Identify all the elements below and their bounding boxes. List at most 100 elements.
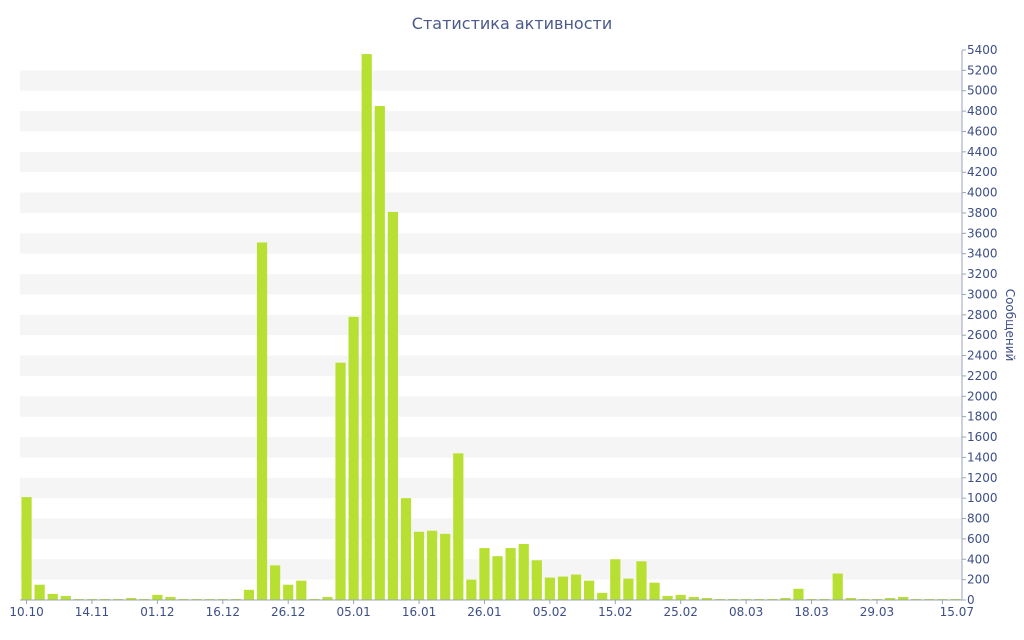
y-tick-label: 2000 <box>967 389 998 403</box>
y-tick-label: 5000 <box>967 84 998 98</box>
bar <box>531 560 542 600</box>
bar <box>322 596 333 600</box>
bar <box>34 584 45 600</box>
y-tick-label: 1400 <box>967 450 998 464</box>
bar <box>204 598 215 600</box>
y-axis-title: Сообщений <box>1003 289 1017 362</box>
y-tick-label: 3800 <box>967 206 998 220</box>
bar <box>858 598 869 600</box>
x-tick-label: 10.10 <box>9 605 43 619</box>
bar <box>21 497 32 600</box>
y-tick-label: 2200 <box>967 369 998 383</box>
grid-band <box>20 70 962 91</box>
grid-band <box>20 396 962 417</box>
y-tick-label: 5200 <box>967 63 998 77</box>
bar <box>152 594 163 600</box>
x-tick-label: 26.01 <box>467 605 501 619</box>
grid-band <box>20 518 962 539</box>
bar <box>492 556 503 600</box>
x-tick-label: 01.12 <box>140 605 174 619</box>
bar <box>557 576 569 600</box>
x-tick-label: 05.02 <box>533 605 567 619</box>
bar <box>688 596 699 600</box>
bar <box>832 573 843 600</box>
x-tick-label: 15.02 <box>598 605 632 619</box>
grid-band <box>20 477 962 499</box>
grid-band <box>20 355 962 376</box>
bar <box>178 598 189 600</box>
grid-band <box>20 274 962 295</box>
bar <box>714 598 726 600</box>
bar <box>780 597 791 600</box>
y-tick-label: 2600 <box>967 328 998 342</box>
x-tick-label: 16.01 <box>402 605 436 619</box>
y-tick-label: 1600 <box>967 430 998 444</box>
bar <box>270 565 281 600</box>
y-tick-label: 4400 <box>967 145 998 159</box>
bar <box>165 596 176 600</box>
bar <box>283 584 294 600</box>
bar <box>937 598 948 600</box>
y-tick-label: 3600 <box>967 226 998 240</box>
bar <box>754 598 765 600</box>
grid-band <box>20 192 962 213</box>
bar <box>727 598 739 600</box>
bar <box>400 498 412 600</box>
y-tick-label: 400 <box>967 552 990 566</box>
grid-band <box>20 559 962 580</box>
bar <box>139 598 150 600</box>
bar <box>47 593 58 600</box>
grid-band <box>20 233 962 254</box>
x-tick-label: 15.07 <box>940 605 974 619</box>
x-tick-label: 25.02 <box>664 605 698 619</box>
bar <box>453 453 464 600</box>
bar <box>675 594 686 600</box>
bar <box>113 598 124 600</box>
bar <box>544 577 555 600</box>
bar <box>479 548 490 600</box>
bar <box>256 242 268 600</box>
grid-band <box>20 151 962 173</box>
bar <box>871 598 883 600</box>
bar <box>243 589 255 600</box>
y-tick-label: 200 <box>967 573 990 587</box>
bar <box>819 598 830 600</box>
bar <box>387 211 398 600</box>
bar <box>597 592 608 600</box>
y-tick-label: 4600 <box>967 124 998 138</box>
bar <box>505 548 516 600</box>
y-tick-label: 600 <box>967 532 990 546</box>
y-tick-label: 800 <box>967 512 990 526</box>
x-tick-label: 08.03 <box>729 605 763 619</box>
bar <box>636 561 647 600</box>
bar <box>296 580 307 600</box>
bar <box>348 316 359 600</box>
bar <box>217 598 228 600</box>
bar <box>335 362 346 600</box>
bar <box>126 597 137 600</box>
x-tick-label: 29.03 <box>860 605 894 619</box>
x-tick-label: 16.12 <box>206 605 240 619</box>
bar <box>845 597 856 600</box>
grid-band <box>20 111 962 132</box>
bar <box>309 598 320 600</box>
bar <box>570 574 582 600</box>
y-tick-label: 2400 <box>967 349 998 363</box>
bar <box>806 598 817 600</box>
y-tick-label: 1200 <box>967 471 998 485</box>
y-tick-label: 0 <box>967 593 975 607</box>
bar <box>741 598 752 600</box>
bar <box>911 598 922 600</box>
x-tick-label: 05.01 <box>336 605 370 619</box>
chart-title: Статистика активности <box>411 14 613 33</box>
bar <box>99 598 111 600</box>
grid-band <box>20 314 962 336</box>
grid-band <box>20 437 962 458</box>
bar <box>230 598 241 600</box>
x-tick-label: 18.03 <box>794 605 828 619</box>
bar <box>884 597 896 600</box>
bar <box>374 106 385 601</box>
bar <box>767 598 778 600</box>
y-tick-label: 3400 <box>967 247 998 261</box>
